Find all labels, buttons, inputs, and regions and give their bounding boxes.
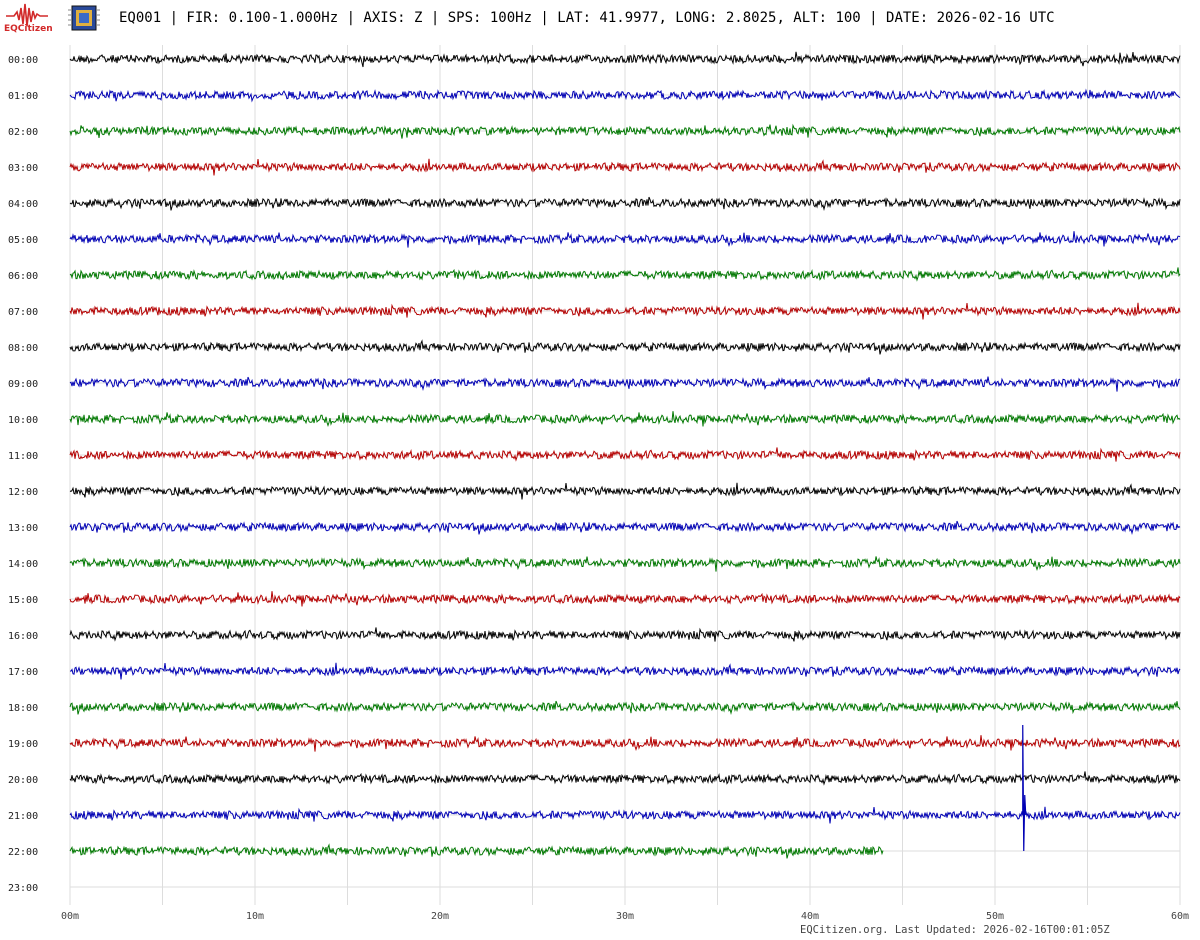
row-time-label: 11:00 [8, 451, 38, 462]
trace-0800 [69, 339, 1181, 355]
x-tick-label: 20m [431, 911, 449, 922]
row-time-label: 23:00 [8, 883, 38, 894]
row-time-label: 02:00 [8, 127, 38, 138]
last-updated-footer: EQCitizen.org. Last Updated: 2026-02-16T… [800, 924, 1110, 936]
chart-title: EQ001 | FIR: 0.100-1.000Hz | AXIS: Z | S… [119, 10, 1055, 26]
trace-0300 [69, 158, 1181, 176]
row-time-label: 04:00 [8, 199, 38, 210]
trace-0200 [69, 123, 1181, 139]
row-time-label: 14:00 [8, 559, 38, 570]
x-tick-label: 00m [61, 911, 79, 922]
trace-1700 [69, 662, 1181, 680]
seismic-event-spike [1022, 724, 1027, 852]
row-time-label: 01:00 [8, 91, 38, 102]
row-time-label: 16:00 [8, 631, 38, 642]
trace-0600 [69, 267, 1181, 282]
x-tick-label: 40m [801, 911, 819, 922]
eqcitizen-logo [6, 3, 48, 27]
row-time-label: 19:00 [8, 739, 38, 750]
row-time-label: 05:00 [8, 235, 38, 246]
x-tick-label: 60m [1171, 911, 1189, 922]
x-tick-label: 50m [986, 911, 1004, 922]
row-time-label: 06:00 [8, 271, 38, 282]
row-time-label: 13:00 [8, 523, 38, 534]
trace-0500 [69, 231, 1181, 248]
trace-1500 [69, 591, 1181, 607]
trace-1900 [69, 735, 1181, 752]
row-time-label: 08:00 [8, 343, 38, 354]
row-time-label: 17:00 [8, 667, 38, 678]
header: EQCitizen EQ001 | FIR: 0.100-1.000Hz | A… [0, 0, 1200, 38]
row-time-label: 09:00 [8, 379, 38, 390]
trace-1300 [69, 520, 1181, 535]
trace-0000 [69, 51, 1181, 68]
trace-0700 [69, 302, 1181, 320]
row-time-label: 20:00 [8, 775, 38, 786]
row-time-label: 10:00 [8, 415, 38, 426]
x-tick-label: 10m [246, 911, 264, 922]
row-time-label: 12:00 [8, 487, 38, 498]
trace-1600 [69, 627, 1181, 642]
trace-0100 [69, 88, 1181, 103]
trace-0400 [69, 196, 1181, 211]
row-time-label: 15:00 [8, 595, 38, 606]
row-time-label: 07:00 [8, 307, 38, 318]
trace-2200 [69, 843, 884, 859]
seismogram-logo-icon [6, 3, 48, 27]
trace-1800 [69, 700, 1181, 715]
trace-1200 [69, 482, 1181, 500]
trace-2100 [69, 806, 1181, 824]
trace-1400 [69, 556, 1181, 572]
logo-text: EQCitizen [4, 24, 53, 34]
row-time-label: 21:00 [8, 811, 38, 822]
trace-2000 [69, 771, 1181, 786]
row-time-label: 00:00 [8, 55, 38, 66]
trace-0900 [69, 376, 1181, 392]
trace-1100 [69, 447, 1181, 462]
row-time-label: 03:00 [8, 163, 38, 174]
sensor-chip-icon [68, 5, 100, 31]
trace-1000 [69, 411, 1181, 427]
row-time-label: 18:00 [8, 703, 38, 714]
row-time-label: 22:00 [8, 847, 38, 858]
x-tick-label: 30m [616, 911, 634, 922]
